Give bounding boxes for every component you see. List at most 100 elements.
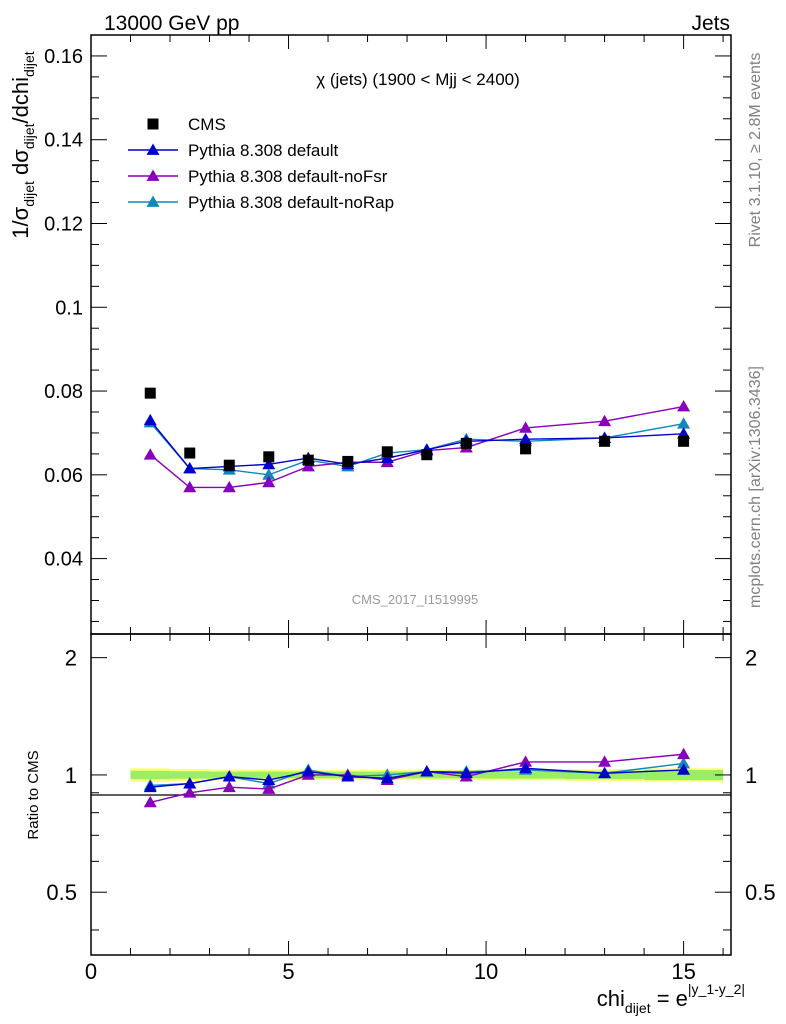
data-point bbox=[223, 459, 235, 471]
y-label-sub-c: dijet bbox=[21, 51, 37, 77]
y-label-sub-a: dijet bbox=[21, 181, 37, 207]
main-frame bbox=[90, 34, 732, 635]
header-left-label: 13000 GeV pp bbox=[104, 12, 239, 35]
legend-label: Pythia 8.308 default-noRap bbox=[188, 193, 394, 212]
ratio-data-point bbox=[262, 773, 276, 785]
ratio-data-point bbox=[519, 761, 533, 774]
data-point bbox=[381, 446, 393, 458]
legend-label: CMS bbox=[188, 115, 226, 134]
data-point bbox=[143, 413, 157, 426]
ratio-frame bbox=[90, 633, 732, 956]
ratio-data-point bbox=[143, 795, 157, 808]
data-point bbox=[144, 387, 156, 399]
data-point bbox=[677, 400, 691, 412]
series-line bbox=[149, 422, 684, 476]
ratio-panel: 0.5 0.5 1 1 2 2 0 5 10 15 Ratio to CMS chidijet =… bbox=[25, 633, 776, 1016]
ratio-data-point bbox=[519, 755, 533, 767]
y-tick-label: 0.08 bbox=[44, 381, 83, 403]
ratio-series-line bbox=[150, 767, 684, 788]
data-point bbox=[519, 432, 533, 445]
x-label-part-b: = e bbox=[651, 986, 688, 1011]
y-label-sub-b: dijet bbox=[21, 123, 37, 149]
uncertainty-band-inner bbox=[130, 770, 171, 780]
data-point bbox=[262, 468, 276, 480]
series-line bbox=[149, 405, 684, 489]
legend-marker bbox=[146, 195, 160, 207]
legend: CMS Pythia 8.308 default Pythia 8.308 defa… bbox=[128, 115, 394, 212]
legend-label: Pythia 8.308 default bbox=[188, 141, 339, 160]
mcplots-reference-label: mcplots.cern.ch [arXiv:1306.3436] bbox=[747, 366, 764, 608]
y-tick-label: 0.04 bbox=[44, 549, 83, 571]
rivet-version-label: Rivet 3.1.10, ≥ 2.8M events bbox=[747, 53, 764, 248]
ratio-y-tick-label-right: 0.5 bbox=[745, 880, 776, 905]
y-tick-label: 0.14 bbox=[44, 130, 83, 152]
legend-marker bbox=[146, 169, 160, 181]
uncertainty-band-inner bbox=[644, 769, 724, 781]
header-right-label: Jets bbox=[691, 12, 730, 35]
data-point bbox=[262, 475, 276, 488]
y-tick-label: 0.06 bbox=[44, 465, 83, 487]
uncertainty-band-inner bbox=[170, 771, 210, 779]
ratio-data-point bbox=[341, 770, 355, 782]
ratio-data-point bbox=[183, 786, 197, 798]
y-tick-label: 0.16 bbox=[44, 46, 83, 68]
y-label-part-b: dσ bbox=[8, 149, 33, 181]
ratio-y-tick-label: 2 bbox=[65, 646, 77, 671]
data-point bbox=[599, 435, 611, 447]
data-point bbox=[184, 447, 196, 459]
x-tick-label: 5 bbox=[282, 959, 294, 984]
data-point bbox=[460, 437, 472, 449]
data-point bbox=[183, 480, 197, 493]
data-point bbox=[183, 462, 197, 474]
legend-marker bbox=[147, 118, 159, 130]
x-label-sub-a: dijet bbox=[625, 1000, 651, 1016]
y-label-part-a: 1/σ bbox=[8, 206, 33, 238]
ratio-data-point bbox=[222, 780, 236, 793]
main-panel: χ (jets) (1900 < Mjj < 2400) CMS_2017_I1… bbox=[8, 34, 732, 635]
data-point bbox=[262, 457, 276, 470]
ratio-data-point bbox=[222, 770, 236, 782]
ratio-data-point bbox=[677, 763, 691, 775]
data-point bbox=[421, 449, 433, 461]
ratio-data-point bbox=[677, 747, 691, 760]
data-point bbox=[598, 414, 612, 427]
uncertainty-band-inner bbox=[486, 771, 566, 779]
ratio-data-point bbox=[262, 782, 276, 794]
ratio-series-pythia-8-308-default bbox=[143, 761, 691, 793]
data-point bbox=[143, 448, 157, 460]
y-tick-label: 0.1 bbox=[55, 297, 83, 319]
ratio-data-point bbox=[301, 765, 315, 777]
y-axis-label: 1/σdijet dσdijet/dchidijet bbox=[8, 51, 37, 239]
y-tick-label: 0.12 bbox=[44, 213, 83, 235]
ratio-data-point bbox=[183, 777, 197, 789]
ratio-data-point bbox=[380, 771, 394, 784]
data-point bbox=[302, 454, 314, 466]
x-label-sup-b: |y_1-y_2| bbox=[688, 981, 745, 997]
data-point bbox=[520, 443, 532, 455]
data-point bbox=[678, 435, 690, 447]
ratio-data-point bbox=[598, 766, 612, 779]
legend-marker bbox=[146, 143, 160, 155]
ratio-y-tick-label-right: 2 bbox=[745, 646, 757, 671]
data-point bbox=[342, 455, 354, 467]
legend-label: Pythia 8.308 default-noFsr bbox=[188, 167, 388, 186]
ratio-data-point bbox=[459, 766, 473, 779]
x-tick-label: 0 bbox=[85, 959, 97, 984]
series-line bbox=[149, 419, 684, 470]
data-point bbox=[519, 421, 533, 433]
data-point bbox=[222, 480, 236, 493]
ratio-data-point bbox=[598, 755, 612, 767]
ratio-data-point bbox=[420, 765, 434, 777]
data-point bbox=[677, 417, 691, 429]
ratio-y-tick-label-right: 1 bbox=[745, 763, 757, 788]
x-axis-label: chidijet = e|y_1-y_2| bbox=[597, 981, 745, 1016]
panel-title: χ (jets) (1900 < Mjj < 2400) bbox=[316, 70, 520, 89]
x-label-part-a: chi bbox=[597, 986, 625, 1011]
series-cms bbox=[144, 387, 690, 471]
ratio-y-axis-label: Ratio to CMS bbox=[25, 750, 42, 839]
x-tick-label: 10 bbox=[474, 959, 498, 984]
analysis-watermark: CMS_2017_I1519995 bbox=[352, 592, 479, 607]
y-label-part-c: /dchi bbox=[8, 77, 33, 123]
x-tick-label: 15 bbox=[671, 959, 695, 984]
